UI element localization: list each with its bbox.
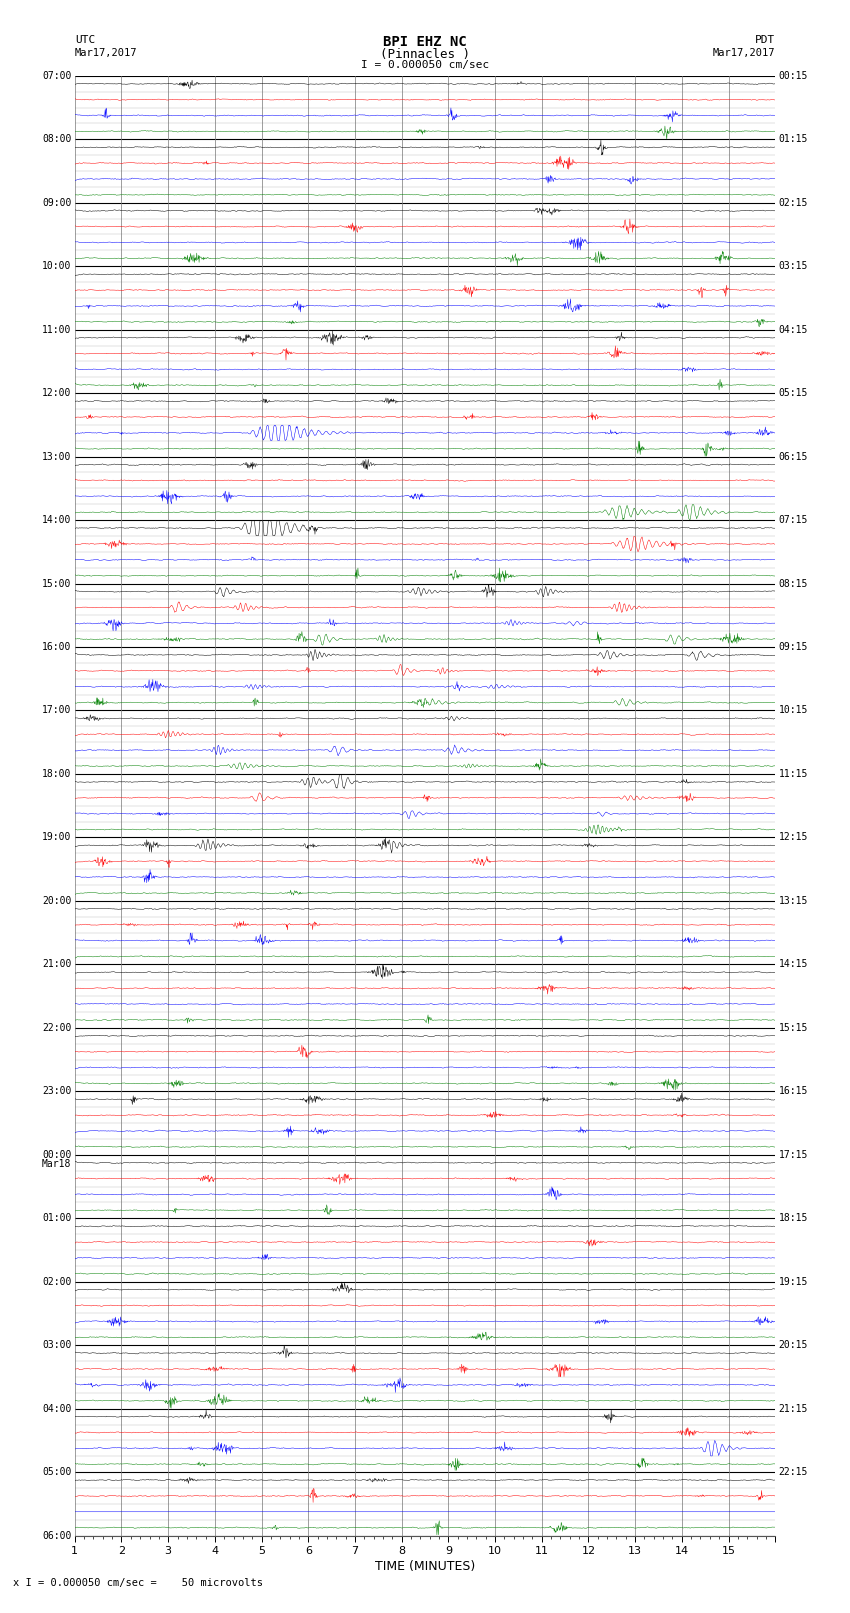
Text: 18:15: 18:15 <box>779 1213 808 1223</box>
Text: 11:00: 11:00 <box>42 324 71 334</box>
Text: 09:00: 09:00 <box>42 198 71 208</box>
Text: I = 0.000050 cm/sec: I = 0.000050 cm/sec <box>361 60 489 69</box>
Text: 04:00: 04:00 <box>42 1403 71 1413</box>
Text: 03:00: 03:00 <box>42 1340 71 1350</box>
Text: 17:00: 17:00 <box>42 705 71 716</box>
Text: 21:15: 21:15 <box>779 1403 808 1413</box>
Text: 19:00: 19:00 <box>42 832 71 842</box>
Text: 05:15: 05:15 <box>779 389 808 398</box>
Text: 14:00: 14:00 <box>42 515 71 526</box>
Text: 07:00: 07:00 <box>42 71 71 81</box>
Text: 14:15: 14:15 <box>779 960 808 969</box>
Text: 16:00: 16:00 <box>42 642 71 652</box>
Text: 15:00: 15:00 <box>42 579 71 589</box>
Text: 11:15: 11:15 <box>779 769 808 779</box>
Text: PDT: PDT <box>755 35 775 45</box>
Text: 13:00: 13:00 <box>42 452 71 461</box>
Text: 07:15: 07:15 <box>779 515 808 526</box>
Text: 19:15: 19:15 <box>779 1277 808 1287</box>
Text: 22:00: 22:00 <box>42 1023 71 1032</box>
Text: 02:15: 02:15 <box>779 198 808 208</box>
Text: (Pinnacles ): (Pinnacles ) <box>380 48 470 61</box>
Text: Mar17,2017: Mar17,2017 <box>75 48 138 58</box>
Text: 18:00: 18:00 <box>42 769 71 779</box>
Text: 09:15: 09:15 <box>779 642 808 652</box>
Text: 13:15: 13:15 <box>779 895 808 907</box>
Text: BPI EHZ NC: BPI EHZ NC <box>383 35 467 50</box>
Text: UTC: UTC <box>75 35 95 45</box>
Text: 16:15: 16:15 <box>779 1086 808 1097</box>
Text: 22:15: 22:15 <box>779 1468 808 1478</box>
Text: Mar18: Mar18 <box>42 1160 71 1169</box>
Text: 02:00: 02:00 <box>42 1277 71 1287</box>
Text: 10:15: 10:15 <box>779 705 808 716</box>
Text: Mar17,2017: Mar17,2017 <box>712 48 775 58</box>
Text: 06:00: 06:00 <box>42 1531 71 1540</box>
Text: 06:15: 06:15 <box>779 452 808 461</box>
Text: 00:00: 00:00 <box>42 1150 71 1160</box>
Text: 23:00: 23:00 <box>42 1086 71 1097</box>
Text: 21:00: 21:00 <box>42 960 71 969</box>
Text: 04:15: 04:15 <box>779 324 808 334</box>
Text: 01:15: 01:15 <box>779 134 808 144</box>
Text: 10:00: 10:00 <box>42 261 71 271</box>
Text: 12:00: 12:00 <box>42 389 71 398</box>
Text: 08:15: 08:15 <box>779 579 808 589</box>
Text: 12:15: 12:15 <box>779 832 808 842</box>
Text: 15:15: 15:15 <box>779 1023 808 1032</box>
Text: 20:00: 20:00 <box>42 895 71 907</box>
Text: 01:00: 01:00 <box>42 1213 71 1223</box>
Text: 20:15: 20:15 <box>779 1340 808 1350</box>
Text: 00:15: 00:15 <box>779 71 808 81</box>
Text: 03:15: 03:15 <box>779 261 808 271</box>
Text: 05:00: 05:00 <box>42 1468 71 1478</box>
Text: 17:15: 17:15 <box>779 1150 808 1160</box>
Text: 08:00: 08:00 <box>42 134 71 144</box>
Text: x I = 0.000050 cm/sec =    50 microvolts: x I = 0.000050 cm/sec = 50 microvolts <box>13 1578 263 1587</box>
X-axis label: TIME (MINUTES): TIME (MINUTES) <box>375 1560 475 1573</box>
